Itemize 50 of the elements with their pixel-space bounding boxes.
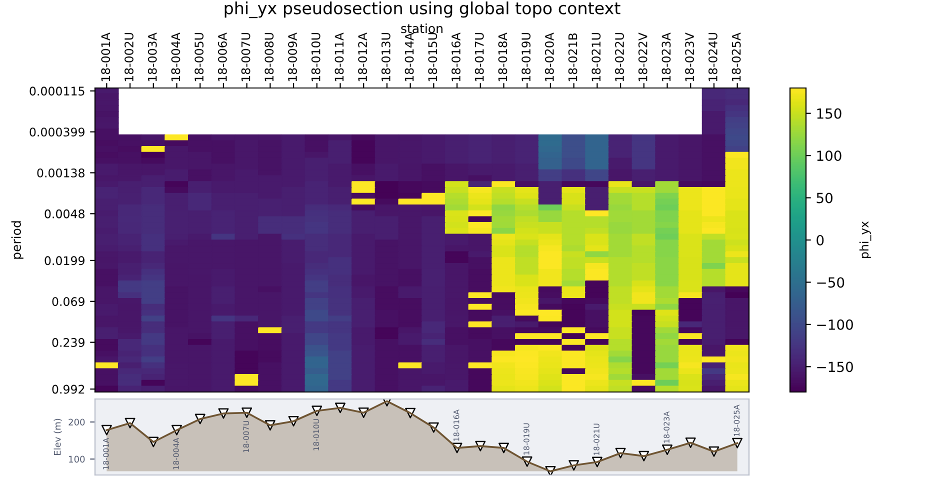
x-axis-title: station [401, 24, 442, 34]
color-bar-label: 100 [817, 150, 842, 162]
y-tick-label: 0.00138 [37, 168, 84, 178]
color-bar-label: 0 [816, 234, 824, 246]
y-tick-label: 0.992 [52, 384, 84, 394]
chart-title: phi_yx pseudosection using global topo context [224, 2, 620, 18]
y-tick-label: 0.069 [52, 297, 84, 306]
x-tick-label: 18-018A [498, 32, 508, 82]
x-tick-label: 18-021B [568, 33, 578, 82]
x-tick-label: 18-009A [288, 32, 297, 82]
x-tick-label: 18-022V [638, 32, 648, 82]
x-tick-label: 18-022U [615, 33, 624, 82]
y-tick-label: 200 [68, 418, 85, 426]
x-tick-label: 18-015U [428, 33, 438, 82]
x-tick-label: 18-020A [544, 32, 554, 82]
x-tick-label: 18-025A [732, 32, 741, 82]
x-tick-label: 18-016A [452, 32, 460, 82]
y-axis-title: Elev (m) [54, 418, 62, 456]
x-tick-label: 18-005U [194, 33, 204, 82]
x-tick-label: 18-004A [171, 32, 180, 82]
x-tick-label: 18-007U [241, 33, 250, 82]
color-bar-label: −100 [817, 319, 853, 330]
x-tick-label: 18-001A [101, 32, 110, 82]
x-tick-label: 18-003A [148, 32, 157, 82]
color-bar-label: −50 [817, 277, 844, 288]
x-tick-label: 18-021U [592, 33, 601, 82]
x-tick-label: 18-008U [264, 33, 274, 82]
x-tick-label: 18-006A [218, 32, 227, 82]
color-bar-label: 150 [817, 108, 842, 119]
x-tick-label: 18-024U [708, 33, 718, 82]
color-bar-label: 50 [816, 192, 832, 204]
x-tick-label: 18-017U [474, 33, 484, 82]
color-bar-title: phi_yx [859, 221, 872, 258]
y-tick-label: 0.000399 [30, 128, 84, 136]
x-tick-label: 18-010U [311, 33, 320, 82]
x-tick-label: 18-011A [334, 32, 344, 82]
color-bar-label: −150 [817, 362, 853, 372]
y-tick-label: 0.000115 [30, 86, 84, 96]
x-tick-label: 18-023V [685, 32, 694, 82]
y-tick-label: 0.0048 [44, 209, 84, 218]
y-tick-label: 0.0199 [44, 256, 84, 266]
x-tick-label: 18-013U [381, 33, 390, 82]
x-tick-label: 18-002U [124, 33, 134, 82]
x-tick-label: 18-019U [522, 33, 531, 82]
y-tick-label: 100 [69, 456, 85, 463]
x-tick-label: 18-012A [358, 32, 368, 82]
x-tick-label: 18-014A [404, 32, 414, 82]
y-tick-label: 0.239 [52, 338, 84, 347]
y-axis-title: period [11, 221, 24, 259]
x-tick-label: 18-023A [662, 32, 671, 82]
